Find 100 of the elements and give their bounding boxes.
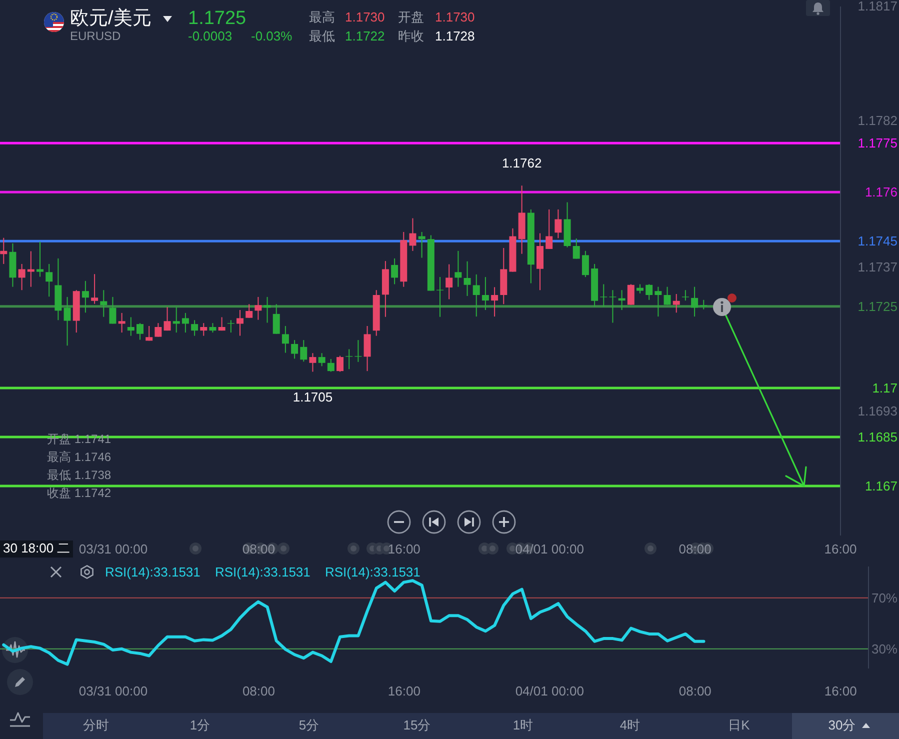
candlestick (482, 276, 489, 311)
x-tick-label: 08:00 (242, 684, 275, 698)
annotation: 1.1705 (292, 390, 333, 405)
text: 30 18:00 二 (0, 540, 74, 558)
y-tick-label: 1.1685 (858, 430, 898, 445)
candlestick (609, 290, 616, 324)
candlestick (546, 208, 553, 250)
candlestick (218, 316, 226, 332)
candlestick (36, 241, 44, 278)
annotation: 最高 (309, 10, 335, 26)
text: 4时 (620, 718, 640, 734)
x-tick-label: 08:00 (678, 684, 712, 698)
candlestick (654, 286, 662, 318)
candlestick (118, 312, 126, 334)
text: 1分 (190, 718, 210, 734)
x-tick-label: 03/31 00:00 (78, 684, 148, 698)
candlestick (454, 250, 462, 288)
candlestick (272, 304, 280, 334)
candlestick (146, 326, 153, 342)
y-tick-label: 1.1737 (858, 260, 898, 275)
candlestick (91, 274, 98, 304)
candlestick (282, 326, 289, 354)
candlestick (391, 258, 398, 285)
candlestick (291, 340, 298, 360)
annotation: 1.1730 (345, 10, 385, 26)
candlestick (418, 231, 426, 258)
candlestick (664, 286, 671, 306)
y-tick-label: 1.176 (864, 184, 898, 200)
annotation: RSI(14):33.1531 (325, 564, 420, 580)
annotation: RSI(14):33.1531 (215, 564, 310, 580)
candlestick (246, 304, 253, 318)
candlestick (627, 284, 634, 306)
y-tick-label: 1.1693 (858, 403, 898, 418)
candlestick (136, 322, 144, 340)
candlestick (464, 260, 471, 296)
y-tick-label: 1.1775 (858, 136, 898, 151)
candlestick (182, 312, 189, 334)
chart-title: 欧元/美元 (70, 8, 152, 30)
x-tick-label: 04/01 00:00 (515, 542, 584, 556)
annotation: -0.03% (251, 28, 292, 44)
y-tick-label: 1.1725 (858, 298, 898, 314)
y-tick-label: 1.1745 (858, 234, 898, 249)
y-tick-label: 70% (871, 590, 898, 606)
x-tick-label: 08:00 (242, 542, 275, 556)
candlestick (0, 237, 8, 264)
x-tick-label: 08:00 (678, 542, 712, 556)
candlestick (572, 238, 580, 260)
annotation: 收盘 1.1742 (47, 486, 112, 501)
candlestick (64, 296, 71, 346)
annotation: 昨收 (398, 28, 424, 44)
candlestick (27, 250, 34, 288)
text: 30分 (828, 718, 856, 734)
candlestick (491, 286, 498, 318)
candlestick (209, 322, 216, 334)
annotation: 开盘 (398, 10, 424, 26)
candlestick (309, 352, 316, 372)
candlestick (446, 264, 453, 300)
text: 日K (728, 718, 750, 734)
x-tick-label: 16:00 (824, 684, 857, 698)
annotation: 最高 1.1746 (47, 450, 112, 465)
candlestick (646, 284, 653, 300)
candlestick (172, 306, 180, 334)
annotation: RSI(14):33.1531 (105, 564, 200, 580)
candlestick (236, 310, 244, 336)
annotation: 1.1728 (435, 28, 475, 44)
candlestick (200, 322, 208, 336)
y-tick-label: 1.17 (872, 380, 898, 396)
x-tick-label: 03/31 00:00 (78, 542, 148, 556)
candlestick (327, 358, 334, 372)
annotation: -0.0003 (188, 28, 232, 44)
candlestick (300, 340, 308, 362)
text: 分时 (83, 718, 109, 734)
candlestick (154, 322, 162, 338)
candlestick (472, 274, 480, 318)
candlestick (127, 316, 134, 336)
candlestick (682, 290, 689, 302)
candlestick (672, 294, 680, 314)
candlestick (600, 284, 608, 308)
candlestick (18, 263, 26, 291)
candlestick (46, 263, 53, 298)
candlestick (164, 306, 171, 332)
y-tick-label: 1.167 (864, 478, 898, 494)
candlestick (109, 296, 116, 324)
x-tick-label: 04/01 00:00 (515, 684, 584, 698)
candlestick (582, 250, 589, 278)
text: 1时 (512, 718, 534, 734)
candlestick (264, 296, 271, 324)
candlestick (191, 320, 198, 336)
x-tick-label: 16:00 (824, 542, 857, 556)
line-series (2, 579, 706, 666)
y-tick-label: 30% (871, 641, 898, 656)
candlestick (409, 218, 416, 252)
candlestick (336, 355, 344, 372)
y-tick-label: 1.1782 (858, 112, 898, 128)
x-tick-label: 16:00 (388, 684, 420, 698)
y-tick-label: 1.1817 (858, 0, 898, 14)
annotation: 最低 1.1738 (47, 468, 112, 483)
candlestick (100, 290, 108, 318)
candlestick (554, 208, 562, 239)
text: 15分 (403, 718, 431, 734)
